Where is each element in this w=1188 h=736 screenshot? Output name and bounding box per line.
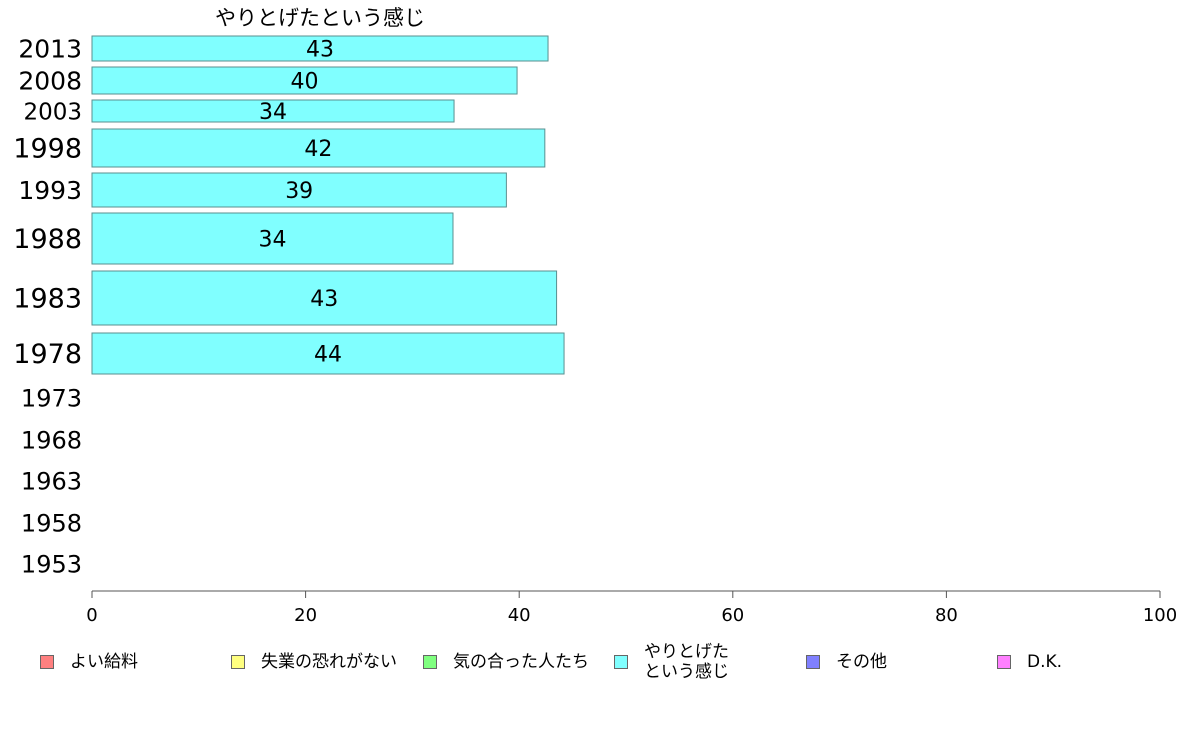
y-tick-label-2013: 2013: [18, 35, 82, 64]
legend-swatch: [423, 655, 437, 669]
bar-value-label-1983: 43: [310, 287, 338, 312]
y-tick-label-1973: 1973: [21, 385, 82, 413]
x-axis: 0 20 40 60 80 100: [86, 590, 1177, 626]
x-tick-label-20: 20: [294, 605, 317, 626]
bar-2008: [91, 66, 518, 95]
y-tick-label-1998: 1998: [13, 134, 82, 165]
bar-1978: [91, 332, 565, 375]
x-tick-label-40: 40: [508, 605, 531, 626]
y-tick-label-1958: 1958: [21, 510, 82, 538]
legend-item-job-security: 失業の恐れがない: [231, 652, 397, 672]
legend-label: よい給料: [70, 652, 138, 672]
legend-swatch: [40, 655, 54, 669]
bar-1993: [91, 172, 507, 208]
legend-swatch: [614, 655, 628, 669]
y-tick-label-1963: 1963: [21, 468, 82, 496]
bar-value-label-2008: 40: [291, 70, 319, 95]
x-tick-label-100: 100: [1143, 605, 1177, 626]
bar-2003: [91, 99, 455, 123]
legend: よい給料 失業の恐れがない 気の合った人たち やりとげた という感じ その他 D…: [0, 640, 1188, 700]
legend-swatch: [231, 655, 245, 669]
legend-item-sense-of-achievement: やりとげた という感じ: [614, 642, 729, 682]
chart-title: やりとげたという感じ: [215, 6, 425, 30]
y-tick-label-1953: 1953: [21, 551, 82, 579]
y-axis-labels: 2013 2008 2003 1998 1993 1988 1983 1978 1973 1968…: [13, 35, 82, 579]
y-tick-label-1983: 1983: [13, 284, 82, 315]
legend-label: 気の合った人たち: [453, 652, 589, 672]
y-tick-label-2003: 2003: [23, 99, 82, 125]
legend-label: その他: [836, 652, 887, 672]
x-tick-label-80: 80: [935, 605, 958, 626]
legend-item-dk: D.K.: [997, 652, 1062, 672]
x-tick-label-0: 0: [86, 605, 97, 626]
bar-value-label-1998: 42: [304, 137, 332, 162]
legend-label: やりとげた という感じ: [644, 642, 729, 682]
bar-1998: [91, 128, 546, 168]
bar-value-label-1978: 44: [314, 343, 342, 368]
y-tick-label-1993: 1993: [18, 176, 82, 205]
legend-swatch: [997, 655, 1011, 669]
bar-value-label-2003: 34: [259, 100, 287, 125]
y-tick-label-1978: 1978: [13, 339, 82, 370]
bar-2013: [91, 35, 549, 62]
bar-value-label-2013: 43: [306, 38, 334, 63]
x-tick-label-60: 60: [721, 605, 744, 626]
bar-1983: [91, 270, 558, 326]
y-tick-label-1968: 1968: [21, 427, 82, 455]
legend-label: 失業の恐れがない: [261, 652, 397, 672]
y-tick-label-2008: 2008: [18, 67, 82, 96]
legend-item-other: その他: [806, 652, 887, 672]
legend-item-good-pay: よい給料: [40, 652, 138, 672]
legend-item-good-colleagues: 気の合った人たち: [423, 652, 589, 672]
bar-value-label-1988: 34: [258, 228, 286, 253]
y-tick-label-1988: 1988: [13, 224, 82, 255]
legend-label: D.K.: [1027, 652, 1063, 672]
bar-value-label-1993: 39: [285, 179, 313, 204]
bar-1988: [91, 212, 454, 265]
legend-swatch: [806, 655, 820, 669]
